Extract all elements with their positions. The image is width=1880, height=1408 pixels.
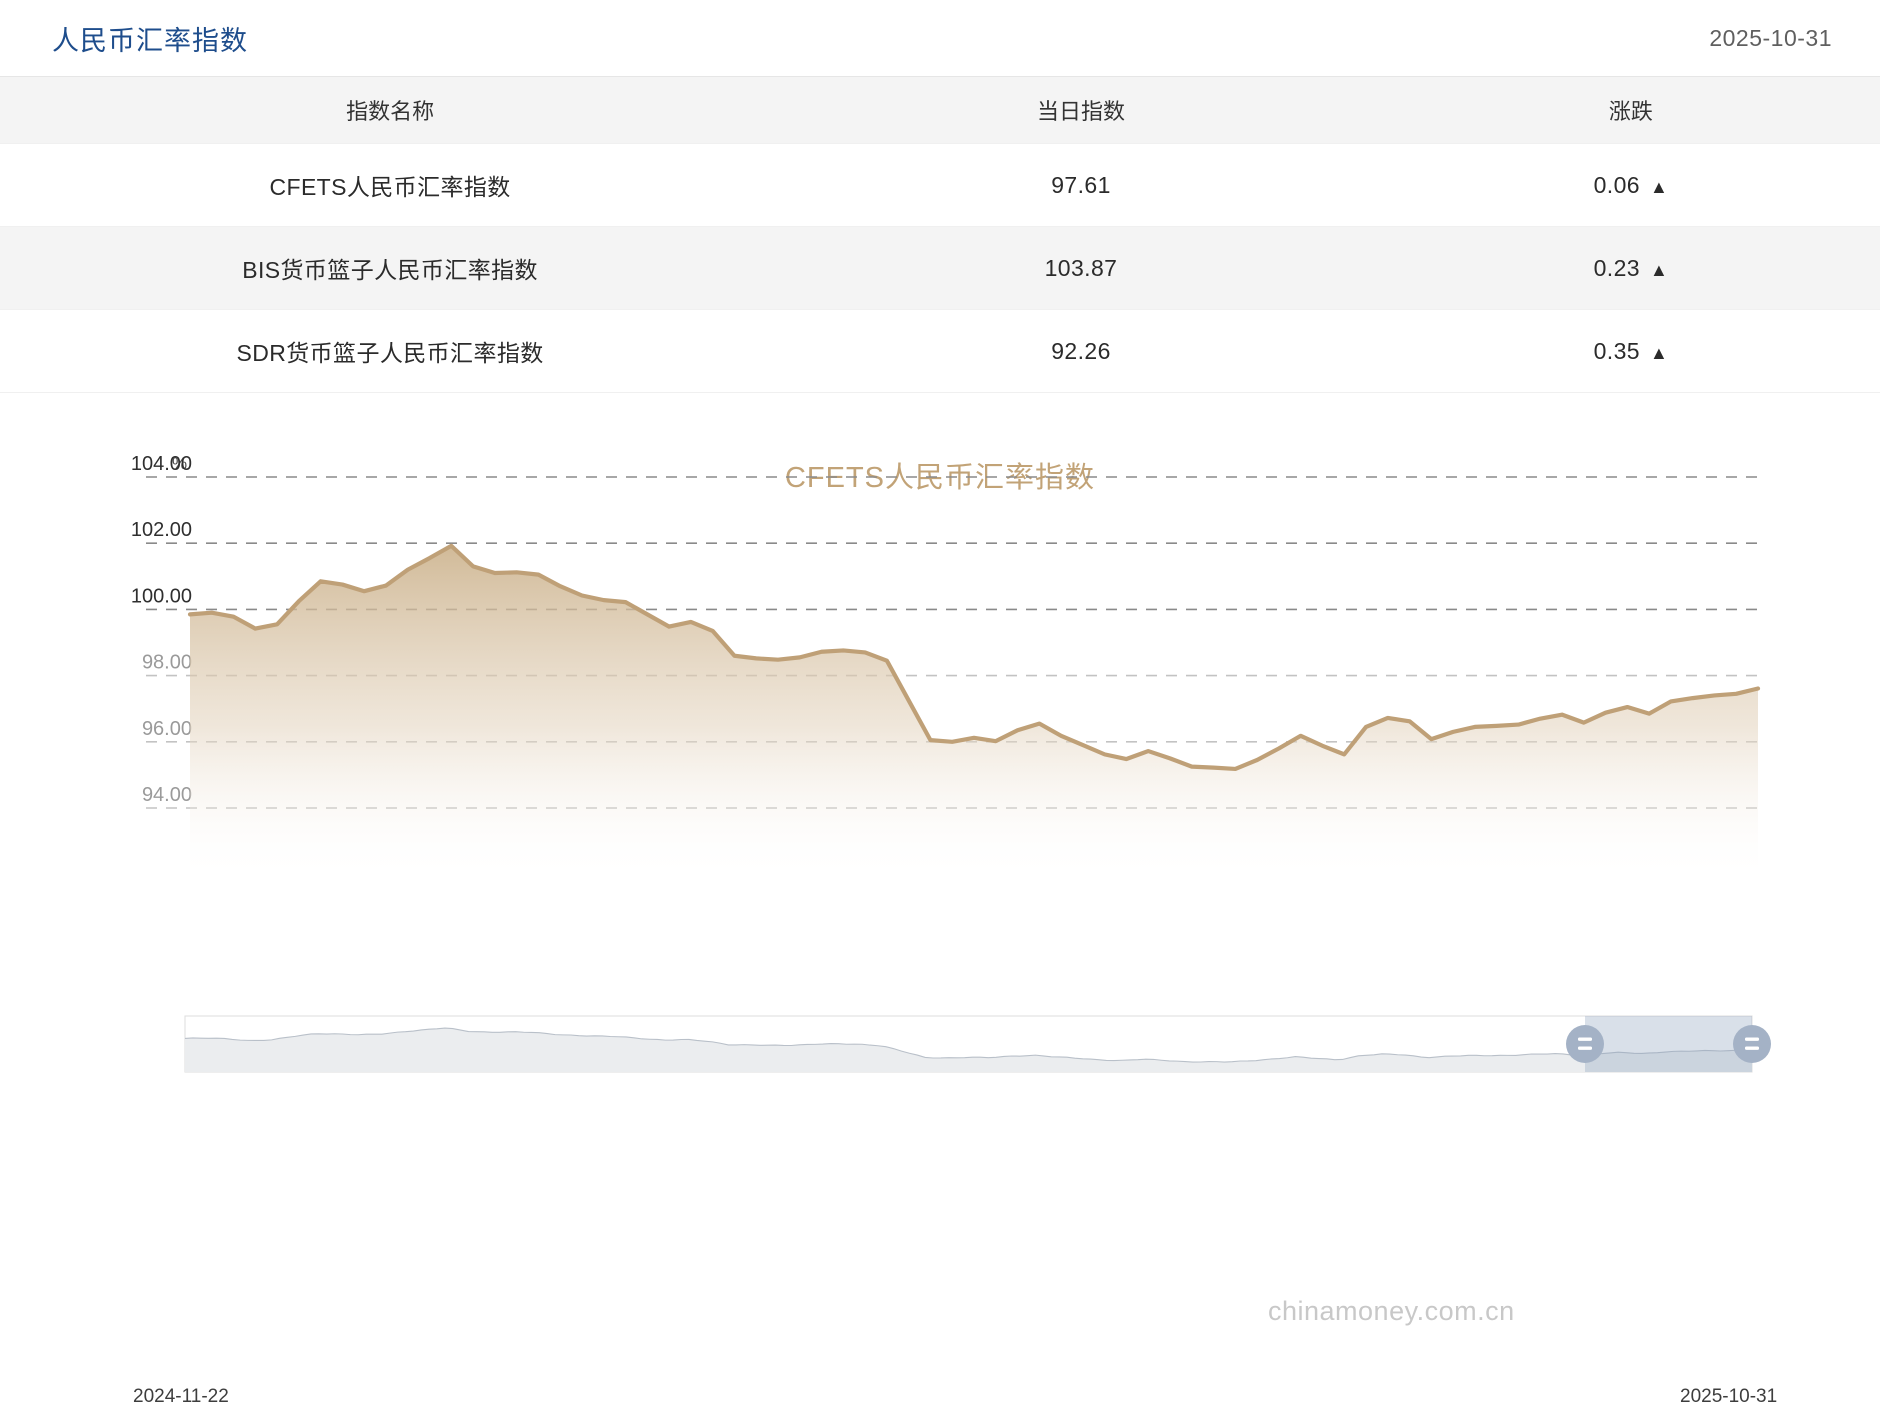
- table-header-row: 指数名称 当日指数 涨跌: [0, 76, 1880, 144]
- chart-title: CFETS人民币汇率指数: [784, 462, 1096, 494]
- x-axis-end-label: 2025-10-31: [1680, 1386, 1778, 1407]
- page-header: 人民币汇率指数 2025-10-31: [0, 0, 1880, 76]
- cell-index-value: 92.26: [780, 309, 1382, 393]
- datazoom-preview-area: [185, 1028, 1752, 1072]
- drag-handle-icon: [1745, 1037, 1759, 1041]
- y-axis-tick-label: 102.00: [131, 519, 192, 541]
- y-axis-tick-label: 94.00: [142, 784, 192, 806]
- y-axis-tick-label: 100.00: [131, 585, 192, 607]
- column-header-value: 当日指数: [780, 76, 1382, 144]
- column-header-name: 指数名称: [0, 76, 781, 144]
- chart-block: CFETS人民币汇率指数 % 104.00 102.00 100.00 98.00 96…: [0, 396, 1880, 1407]
- change-value: 0.23: [1593, 254, 1640, 281]
- table-row[interactable]: CFETS人民币汇率指数 97.61 0.06 ▲: [0, 143, 1880, 227]
- cell-index-name: BIS货币篮子人民币汇率指数: [0, 226, 781, 310]
- change-value: 0.06: [1593, 171, 1640, 198]
- drag-handle-icon: [1745, 1046, 1759, 1050]
- y-axis-unit: %: [172, 454, 188, 473]
- x-axis-start-label: 2024-11-22: [133, 1386, 229, 1407]
- cell-index-change: 0.06 ▲: [1381, 143, 1880, 227]
- cell-index-change: 0.35 ▲: [1381, 309, 1880, 393]
- up-arrow-icon: ▲: [1649, 342, 1669, 363]
- header-date: 2025-10-31: [1709, 24, 1832, 51]
- column-header-change: 涨跌: [1381, 76, 1880, 144]
- table-row[interactable]: SDR货币篮子人民币汇率指数 92.26 0.35 ▲: [0, 309, 1880, 393]
- area-chart[interactable]: 104.00 102.00 100.00 98.00 96.00 94.00: [0, 396, 1880, 1124]
- cell-index-value: 103.87: [780, 226, 1382, 310]
- datazoom-slider[interactable]: [184, 1015, 1771, 1073]
- datazoom-selected-window[interactable]: [1585, 1016, 1752, 1072]
- cell-index-name: SDR货币篮子人民币汇率指数: [0, 309, 781, 393]
- cell-index-name: CFETS人民币汇率指数: [0, 143, 781, 227]
- cell-index-value: 97.61: [780, 143, 1382, 227]
- y-axis-tick-label: 98.00: [142, 652, 192, 674]
- y-axis-tick-label: 104.00: [131, 453, 192, 475]
- drag-handle-icon: [1578, 1037, 1592, 1041]
- up-arrow-icon: ▲: [1649, 259, 1669, 280]
- page-title: 人民币汇率指数: [52, 25, 248, 56]
- datazoom-handle-left[interactable]: [1566, 1025, 1604, 1063]
- y-axis-tick-label: 96.00: [142, 718, 192, 740]
- series-line: [187, 543, 1761, 772]
- cell-index-change: 0.23 ▲: [1381, 226, 1880, 310]
- index-table: 指数名称 当日指数 涨跌 CFETS人民币汇率指数 97.61 0.06 ▲ BI…: [0, 76, 1880, 393]
- up-arrow-icon: ▲: [1649, 176, 1669, 197]
- table-row[interactable]: BIS货币篮子人民币汇率指数 103.87 0.23 ▲: [0, 226, 1880, 310]
- area-fill: [190, 545, 1758, 876]
- drag-handle-icon: [1578, 1046, 1592, 1050]
- datazoom-handle-right[interactable]: [1733, 1025, 1771, 1063]
- chart-watermark: chinamoney.com.cn: [1268, 1296, 1515, 1326]
- datazoom-preview-line: [184, 1027, 1753, 1063]
- change-value: 0.35: [1593, 337, 1640, 364]
